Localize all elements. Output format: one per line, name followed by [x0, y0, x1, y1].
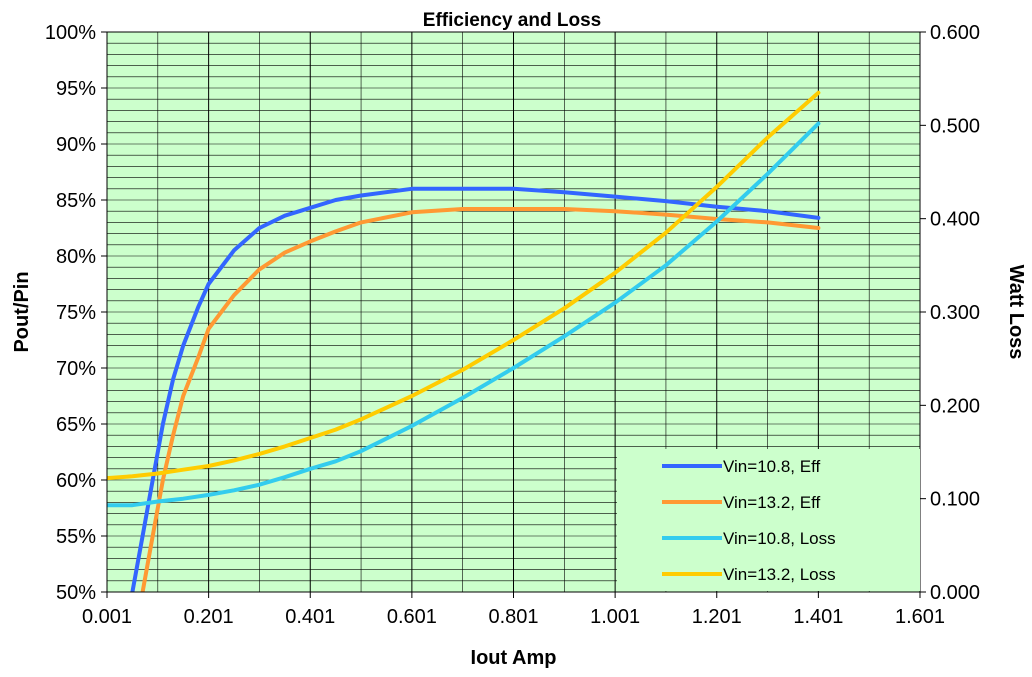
y2-axis-title: Watt Loss — [1005, 265, 1027, 360]
y-tick-label: 100% — [45, 22, 96, 44]
y-tick-label: 95% — [56, 78, 96, 100]
x-tick-label: 1.201 — [692, 606, 742, 628]
x-tick-label: 0.401 — [285, 606, 335, 628]
x-tick-label: 1.401 — [793, 606, 843, 628]
series-lines — [107, 90, 821, 592]
y-tick-label: 70% — [56, 358, 96, 380]
series-line-2 — [140, 207, 821, 592]
legend-label: Vin=13.2, Eff — [723, 493, 820, 512]
axis-ticks: 0.001 0.201 0.401 0.601 0.801 1.001 1.201 1.401… — [45, 22, 980, 628]
y2-tick-label: 0.300 — [930, 302, 980, 324]
x-tick-label: 0.201 — [184, 606, 234, 628]
legend-label: Vin=10.8, Eff — [723, 457, 820, 476]
y-tick-label: 55% — [56, 526, 96, 548]
x-tick-label: 0.601 — [387, 606, 437, 628]
x-axis-title: Iout Amp — [471, 647, 557, 669]
y-tick-label: 85% — [56, 190, 96, 212]
series-line-1 — [130, 186, 821, 592]
legend-box — [617, 449, 920, 591]
legend: Vin=10.8, Eff Vin=13.2, Eff Vin=10.8, Loss… — [617, 449, 920, 591]
y-tick-label: 60% — [56, 470, 96, 492]
legend-label: Vin=10.8, Loss — [723, 529, 836, 548]
y-tick-label: 75% — [56, 302, 96, 324]
x-tick-label: 0.801 — [488, 606, 538, 628]
y2-tick-label: 0.100 — [930, 489, 980, 511]
chart-title: Efficiency and Loss — [423, 10, 601, 31]
y-tick-label: 50% — [56, 582, 96, 604]
y-tick-label: 80% — [56, 246, 96, 268]
series-line-3 — [107, 121, 821, 508]
x-tick-label: 1.601 — [895, 606, 945, 628]
y-tick-label: 65% — [56, 414, 96, 436]
y-axis-title: Pout/Pin — [11, 271, 33, 352]
y2-tick-label: 0.600 — [930, 22, 980, 44]
y2-tick-label: 0.500 — [930, 115, 980, 137]
y-tick-label: 90% — [56, 134, 96, 156]
y2-tick-label: 0.400 — [930, 209, 980, 231]
legend-label: Vin=13.2, Loss — [723, 565, 836, 584]
x-tick-label: 0.001 — [82, 606, 132, 628]
y2-tick-label: 0.000 — [930, 582, 980, 604]
y2-tick-label: 0.200 — [930, 395, 980, 417]
series-line-4 — [107, 90, 821, 481]
x-tick-label: 1.001 — [590, 606, 640, 628]
